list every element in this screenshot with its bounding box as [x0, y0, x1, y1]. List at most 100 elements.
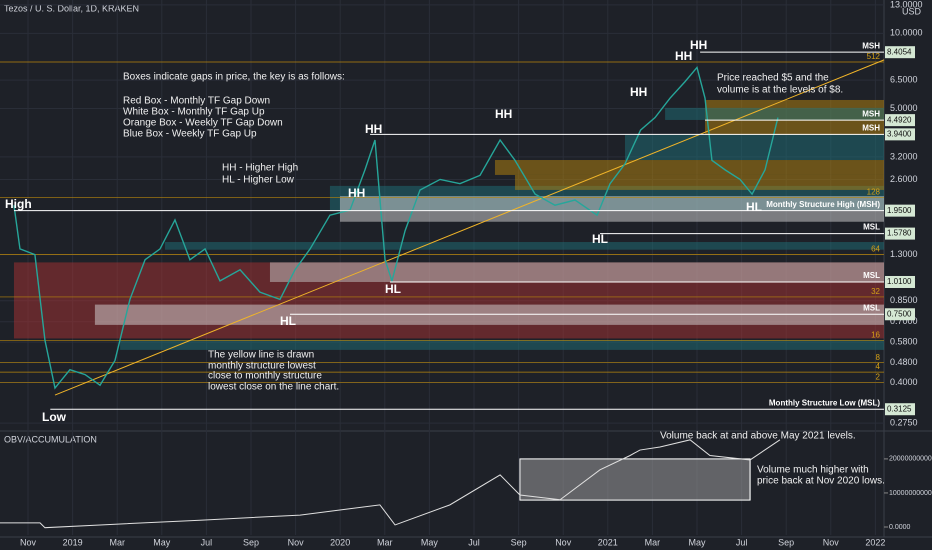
price-badge-text: 1.0100: [887, 277, 912, 286]
obv-line: [0, 439, 781, 529]
obv-annotation: price back at Nov 2020 lows.: [757, 476, 885, 487]
y-tick-label: 3.2000: [890, 151, 918, 161]
obv-tick-label: 0.0000: [889, 524, 911, 531]
gap-box: [120, 340, 885, 350]
annotation: White Box - Monthly TF Gap Up: [123, 107, 265, 118]
annotation: Orange Box - Weekly TF Gap Down: [123, 118, 283, 129]
price-badge: [885, 114, 915, 127]
price-badge-text: 1.5780: [887, 229, 912, 238]
obv-tick-label: 20000000000.0000: [889, 456, 932, 463]
price-line: [13, 65, 779, 390]
annotation: The yellow line is drawn: [208, 350, 314, 361]
pivot-label: HH: [675, 49, 692, 63]
obv-annotation: Volume back at and above May 2021 levels…: [660, 431, 856, 442]
gap-box: [164, 242, 884, 250]
x-tick-label: 2021: [598, 537, 618, 547]
x-tick-label: Mar: [645, 537, 661, 547]
level-label: MSL: [863, 303, 880, 312]
price-badge: [885, 46, 915, 59]
pivot-label: HL: [385, 282, 401, 296]
x-tick-label: Sep: [511, 537, 527, 547]
x-tick-label: Nov: [288, 537, 305, 547]
obv-tick-label: 10000000000.0000: [889, 490, 932, 497]
price-badge-text: 0.3125: [887, 404, 912, 413]
x-tick-label: 2022: [865, 537, 885, 547]
y-tick-label: 0.2750: [890, 417, 918, 427]
pivot-label: HH: [365, 122, 382, 136]
level-label: Monthly Structure Low (MSL): [769, 398, 880, 407]
price-badge: [885, 275, 915, 288]
gap-box: [515, 174, 884, 190]
pivot-label: HH: [690, 38, 707, 52]
gap-box: [624, 134, 884, 161]
x-tick-label: Nov: [823, 537, 840, 547]
fib-label: 4: [876, 362, 881, 371]
x-tick-label: Jul: [736, 537, 748, 547]
fib-label: 2: [876, 373, 881, 382]
y-tick-label: 0.4000: [890, 377, 918, 387]
pivot-label: HH: [348, 186, 365, 200]
y-tick-label: 0.5800: [890, 337, 918, 347]
level-label: MSH: [862, 109, 880, 118]
annotation: HL - Higher Low: [222, 175, 295, 186]
level-label: MSH: [862, 41, 880, 50]
y-tick-label: 5.0000: [890, 103, 918, 113]
y-tick-label: 6.5000: [890, 74, 918, 84]
price-badge: [885, 204, 915, 217]
x-tick-label: May: [153, 537, 171, 547]
price-badge-text: 8.4054: [887, 47, 912, 56]
price-badge-text: 1.9500: [887, 206, 912, 215]
pivot-label: HL: [592, 232, 608, 246]
annotation: Boxes indicate gaps in price, the key is…: [123, 72, 345, 83]
x-tick-label: May: [421, 537, 439, 547]
level-label: MSL: [863, 223, 880, 232]
pivot-label: HH: [630, 85, 647, 99]
y-tick-label: 13.0000: [890, 0, 923, 9]
y-unit: USD: [902, 6, 922, 16]
annotation: lowest close on the line chart.: [208, 382, 339, 393]
y-tick-label: 1.3000: [890, 249, 918, 259]
x-tick-label: Sep: [243, 537, 259, 547]
y-tick-label: 10.0000: [890, 28, 923, 38]
pivot-label: HL: [746, 200, 762, 214]
fib-label: 32: [871, 287, 880, 296]
gap-box: [269, 262, 884, 282]
price-badge: [885, 227, 915, 240]
annotation: volume is at the levels of $8.: [717, 85, 843, 96]
price-badge-text: 4.4920: [887, 115, 912, 124]
fib-label: 128: [867, 188, 881, 197]
fib-label: 512: [867, 52, 881, 61]
level-label: MSL: [863, 271, 880, 280]
x-tick-label: 2019: [63, 537, 83, 547]
annotation: Blue Box - Weekly TF Gap Up: [123, 129, 257, 140]
y-tick-label: 2.6000: [890, 174, 918, 184]
gap-box: [665, 107, 884, 120]
x-tick-label: Jul: [201, 537, 213, 547]
pivot-label: Low: [42, 410, 67, 424]
gap-box: [494, 160, 884, 175]
price-badge-text: 0.7500: [887, 309, 912, 318]
x-tick-label: Jul: [468, 537, 480, 547]
pivot-label: HH: [495, 107, 512, 121]
annotation: close to monthly structure: [208, 371, 322, 382]
obv-title: OBV/ACCUMULATION: [4, 434, 97, 444]
pivot-label: High: [5, 197, 32, 211]
x-tick-label: Mar: [109, 537, 125, 547]
x-tick-label: Mar: [377, 537, 393, 547]
price-badge-text: 3.9400: [887, 129, 912, 138]
gap-box: [339, 196, 885, 222]
x-tick-label: Nov: [555, 537, 572, 547]
x-tick-label: Sep: [778, 537, 794, 547]
price-badge: [885, 403, 915, 416]
price-badge: [885, 308, 915, 321]
obv-highlight: [519, 458, 751, 501]
annotation: Red Box - Monthly TF Gap Down: [123, 96, 270, 107]
annotation: monthly structure lowest: [208, 361, 316, 372]
x-tick-label: Nov: [20, 537, 37, 547]
level-label: Monthly Structure High (MSH): [766, 200, 880, 209]
obv-annotation: Volume much higher with: [757, 465, 869, 476]
fib-label: 8: [876, 353, 881, 362]
chart-title: Tezos / U. S. Dollar, 1D, KRAKEN: [4, 3, 139, 13]
level-label: MSH: [862, 123, 880, 132]
